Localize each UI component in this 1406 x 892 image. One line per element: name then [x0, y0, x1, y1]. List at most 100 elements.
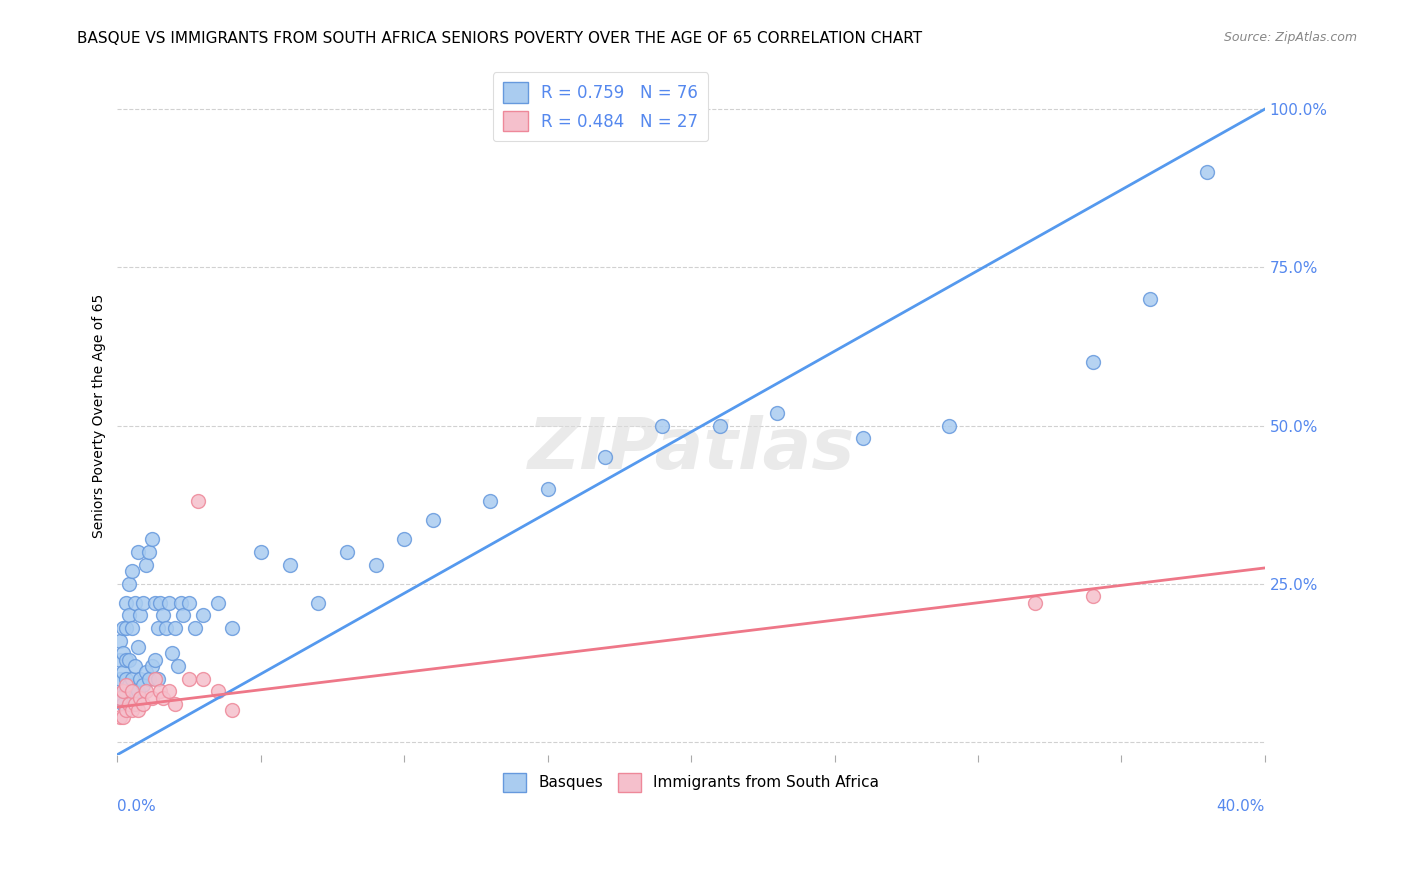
Point [152, 608, 174, 623]
Point [118, 653, 141, 667]
Point [115, 621, 138, 635]
Point [118, 608, 141, 623]
Point [115, 684, 138, 698]
Point [157, 684, 180, 698]
Point [118, 697, 141, 711]
Point [110, 672, 132, 686]
Point [207, 596, 229, 610]
Point [179, 672, 201, 686]
Point [141, 659, 163, 673]
Point [1024, 596, 1046, 610]
Point [129, 672, 152, 686]
Point [169, 596, 191, 610]
Point [593, 450, 616, 465]
Text: 40.0%: 40.0% [1216, 799, 1265, 814]
Text: BASQUE VS IMMIGRANTS FROM SOUTH AFRICA SENIORS POVERTY OVER THE AGE OF 65 CORREL: BASQUE VS IMMIGRANTS FROM SOUTH AFRICA S… [77, 31, 922, 46]
Point [110, 690, 132, 705]
Point [143, 672, 166, 686]
Point [163, 697, 186, 711]
Point [1139, 292, 1161, 306]
Point [121, 684, 143, 698]
Point [132, 596, 155, 610]
Point [110, 690, 132, 705]
Point [146, 672, 169, 686]
Point [110, 633, 132, 648]
Point [112, 665, 135, 680]
Point [141, 690, 163, 705]
Point [121, 621, 143, 635]
Point [112, 646, 135, 660]
Point [766, 406, 789, 420]
Point [112, 697, 135, 711]
Legend: Basques, Immigrants from South Africa: Basques, Immigrants from South Africa [496, 767, 886, 797]
Point [132, 697, 155, 711]
Point [479, 494, 502, 508]
Point [179, 596, 201, 610]
Point [118, 576, 141, 591]
Point [129, 608, 152, 623]
Point [193, 672, 215, 686]
Point [112, 684, 135, 698]
Point [132, 678, 155, 692]
Point [155, 621, 177, 635]
Point [336, 545, 359, 559]
Point [422, 513, 444, 527]
Point [157, 596, 180, 610]
Point [193, 608, 215, 623]
Point [118, 678, 141, 692]
Point [307, 596, 329, 610]
Text: ZIPatlas: ZIPatlas [527, 416, 855, 484]
Point [141, 533, 163, 547]
Point [121, 672, 143, 686]
Point [115, 596, 138, 610]
Point [207, 684, 229, 698]
Point [152, 690, 174, 705]
Point [121, 703, 143, 717]
Point [394, 533, 416, 547]
Point [160, 646, 183, 660]
Point [121, 690, 143, 705]
Point [124, 659, 146, 673]
Point [138, 672, 160, 686]
Point [127, 545, 149, 559]
Point [250, 545, 273, 559]
Point [124, 697, 146, 711]
Point [115, 653, 138, 667]
Point [221, 703, 243, 717]
Point [938, 418, 960, 433]
Point [709, 418, 731, 433]
Point [112, 621, 135, 635]
Point [112, 684, 135, 698]
Point [115, 703, 138, 717]
Point [1081, 590, 1104, 604]
Point [127, 703, 149, 717]
Point [129, 690, 152, 705]
Point [115, 703, 138, 717]
Point [118, 697, 141, 711]
Point [143, 596, 166, 610]
Point [110, 709, 132, 723]
Point [127, 640, 149, 654]
Point [121, 564, 143, 578]
Point [124, 684, 146, 698]
Text: 0.0%: 0.0% [118, 799, 156, 814]
Text: Source: ZipAtlas.com: Source: ZipAtlas.com [1223, 31, 1357, 45]
Point [135, 684, 157, 698]
Point [149, 596, 172, 610]
Point [364, 558, 387, 572]
Point [1197, 165, 1219, 179]
Point [135, 665, 157, 680]
Point [1081, 355, 1104, 369]
Point [115, 672, 138, 686]
Point [166, 659, 188, 673]
Point [127, 684, 149, 698]
Point [115, 678, 138, 692]
Point [187, 494, 209, 508]
Point [112, 709, 135, 723]
Point [135, 558, 157, 572]
Point [143, 653, 166, 667]
Point [110, 653, 132, 667]
Point [221, 621, 243, 635]
Point [146, 621, 169, 635]
Point [537, 482, 560, 496]
